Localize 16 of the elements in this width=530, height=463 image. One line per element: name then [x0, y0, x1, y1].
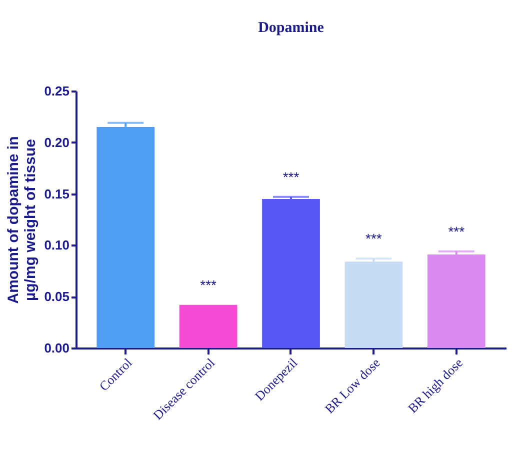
x-tick-label: BR Low dose: [322, 354, 384, 416]
y-tick-label: 0.05: [44, 289, 70, 304]
y-axis-title: Amount of dopamine in µg/mg weight of tissue: [5, 136, 40, 304]
y-tick-label: 0.20: [44, 134, 70, 150]
y-tick-label: 0.10: [44, 238, 70, 253]
chart-title: Dopamine: [258, 20, 324, 36]
y-tick-label: 0.00: [44, 340, 70, 356]
y-tick-label: 0.25: [44, 84, 70, 98]
bar: [179, 304, 238, 348]
annotation: ***: [282, 168, 300, 185]
y-tick-label: 0.15: [44, 186, 70, 202]
annotation: ***: [200, 276, 218, 293]
x-tick-label: BR high dose: [404, 354, 466, 416]
bar: [96, 126, 155, 348]
annotation: ***: [448, 223, 466, 240]
annotation: ***: [366, 230, 382, 247]
